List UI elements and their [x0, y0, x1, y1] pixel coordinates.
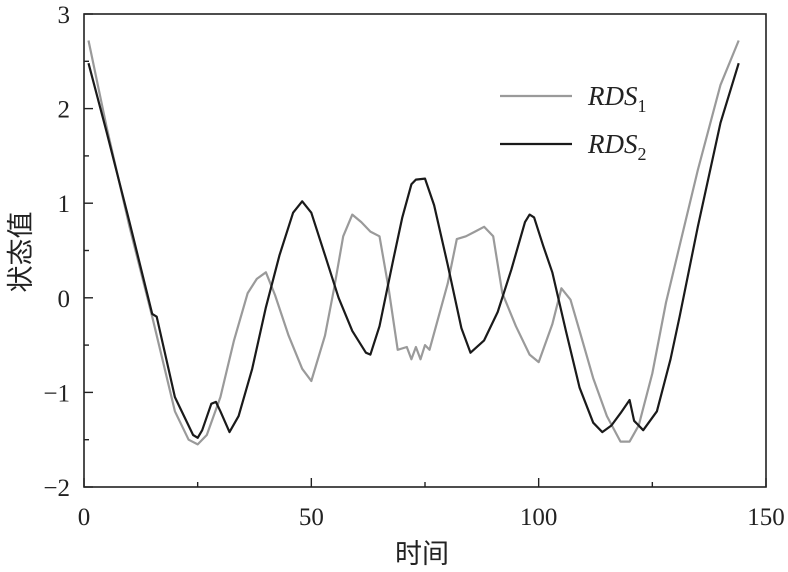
plot-frame	[83, 13, 767, 488]
y-tick-label: 3	[58, 2, 71, 29]
y-tick-label: 1	[58, 191, 71, 218]
x-axis-label: 时间	[395, 539, 449, 570]
axes-layer: 0 50 100 150 3 2 1 0 −1 −2	[43, 2, 784, 531]
y-tick-label: −2	[43, 475, 70, 502]
x-tick-label: 0	[78, 504, 91, 531]
x-tick-label: 100	[520, 504, 558, 531]
y-tick-label: 2	[58, 97, 71, 124]
legend-label-rds2: RDS2	[587, 129, 647, 164]
y-axis-label: 状态值	[6, 212, 37, 293]
y-tick-label: 0	[58, 286, 71, 313]
series-line-rds1	[87, 40, 740, 446]
y-tick-label: −1	[43, 380, 70, 407]
series-line-rds2	[87, 62, 740, 439]
legend: RDS1 RDS2	[500, 81, 647, 164]
x-tick-label: 150	[747, 504, 785, 531]
legend-label-rds1: RDS1	[587, 81, 647, 116]
series-layer	[87, 40, 740, 446]
x-tick-label: 50	[299, 504, 324, 531]
